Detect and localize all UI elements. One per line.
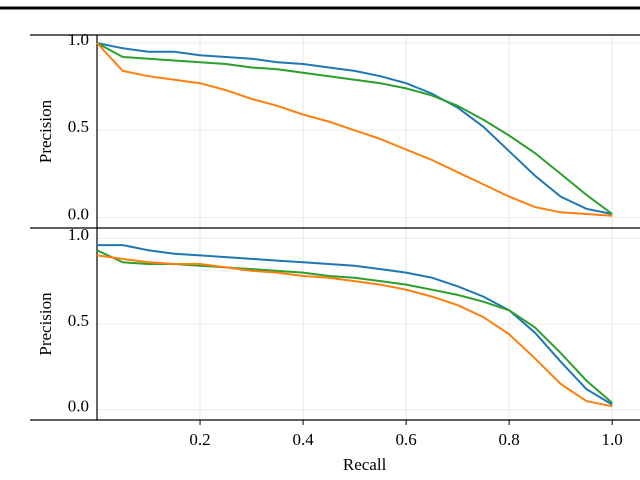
pr-curve — [96, 42, 613, 215]
y-tick-label: 1.0 — [68, 30, 89, 49]
x-tick-label: 0.2 — [189, 430, 210, 449]
x-axis-label: Recall — [343, 455, 387, 474]
y-tick-label: 0.0 — [68, 397, 89, 416]
y-axis-label: Precision — [36, 99, 55, 163]
y-tick-label: 0.5 — [68, 117, 89, 136]
x-tick-label: 0.8 — [499, 430, 520, 449]
pr-curve — [96, 42, 613, 217]
y-tick-label: 0.5 — [68, 311, 89, 330]
pr-curve — [96, 42, 613, 215]
pr-curve — [96, 254, 613, 408]
y-tick-label: 0.0 — [68, 204, 89, 223]
x-tick-label: 0.6 — [395, 430, 416, 449]
x-tick-label: 1.0 — [602, 430, 623, 449]
pr-curve — [97, 244, 613, 406]
x-tick-label: 0.4 — [292, 430, 314, 449]
y-axis-label: Precision — [36, 292, 55, 356]
y-tick-label: 1.0 — [68, 225, 89, 244]
